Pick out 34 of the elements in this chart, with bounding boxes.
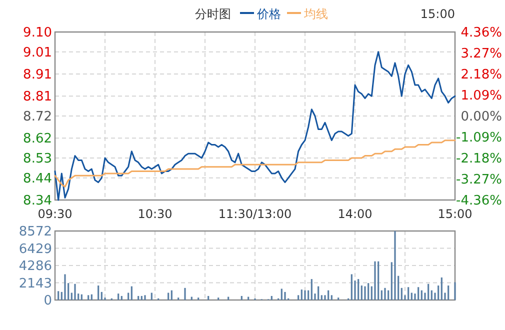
y-tick-label: 9.01: [23, 45, 52, 60]
y-tick-label: 9.10: [23, 26, 52, 40]
x-tick-label: 15:00: [438, 207, 472, 221]
chart-title: 分时图: [195, 7, 231, 21]
y-tick-label: 2143: [18, 276, 52, 292]
line-series: [54, 51, 456, 201]
y-tick-label: 0: [44, 294, 52, 308]
y-tick-label: 4286: [18, 259, 52, 274]
y2-tick-label: 4.36%: [460, 26, 502, 40]
line-series: [54, 140, 456, 188]
y-tick-label: 8.34: [23, 194, 52, 208]
y2-tick-label: 0.00%: [460, 110, 502, 124]
y-tick-label: 8.53: [23, 152, 52, 166]
y-tick-label: 8572: [18, 224, 52, 240]
x-tick-label: 14:00: [338, 207, 372, 221]
y2-tick-label: 2.18%: [460, 68, 502, 82]
y2-tick-label: -1.09%: [456, 130, 502, 146]
y-tick-label: 8.72: [23, 110, 52, 124]
legend-label: 价格: [256, 7, 281, 21]
y2-tick-label: -3.27%: [456, 172, 502, 188]
x-tick-label: 10:30: [138, 207, 172, 221]
text: 15:00: [420, 7, 455, 21]
y-tick-label: 8.62: [23, 132, 52, 147]
y-tick-label: 8.81: [23, 90, 52, 105]
y2-tick-label: -4.36%: [456, 194, 502, 208]
y2-tick-label: -2.18%: [456, 152, 502, 166]
y2-tick-label: 3.27%: [460, 46, 502, 62]
y2-tick-label: 1.09%: [460, 88, 502, 104]
x-tick-label: 11:30/13:00: [218, 207, 292, 221]
y-tick-label: 8.91: [23, 68, 52, 82]
legend-label: 均线: [303, 7, 328, 21]
y-tick-label: 6429: [18, 242, 52, 257]
x-tick-label: 09:30: [38, 207, 72, 221]
y-tick-label: 8.44: [23, 171, 52, 186]
